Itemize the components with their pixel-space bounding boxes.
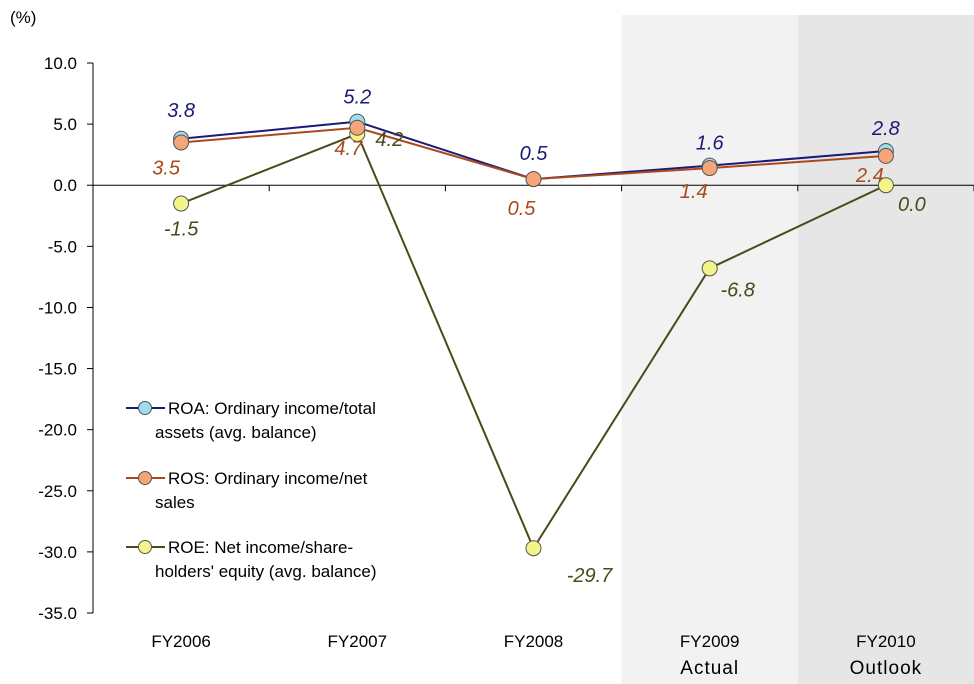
y-tick-label: -30.0	[38, 543, 77, 562]
y-tick-label: 10.0	[44, 54, 77, 73]
x-tick-label: FY2009	[680, 632, 740, 651]
legend-entry-text: assets (avg. balance)	[155, 423, 317, 442]
y-axis-unit-label: (%)	[10, 8, 36, 27]
series-2-point	[525, 540, 542, 557]
y-tick-label: -20.0	[38, 421, 77, 440]
y-tick-label: -5.0	[48, 237, 77, 256]
legend-marker-2	[138, 540, 152, 554]
series-1-point	[525, 171, 542, 188]
data-label-series-0: 0.5	[520, 143, 549, 165]
series-1-point	[877, 147, 894, 164]
data-label-series-0: 2.8	[871, 118, 900, 140]
y-tick-label: -10.0	[38, 298, 77, 317]
data-label-series-2: 4.2	[375, 129, 403, 151]
legend-entry-text: ROA: Ordinary income/total	[168, 399, 376, 418]
legend-entry-text: holders' equity (avg. balance)	[155, 562, 377, 581]
shaded-bands	[621, 15, 974, 684]
y-tick-label: 5.0	[53, 115, 77, 134]
legend-marker-0	[138, 401, 152, 415]
series-1-point	[701, 160, 718, 177]
shaded-band-fy2010	[797, 15, 974, 684]
series-2-point	[173, 195, 190, 212]
data-label-series-0: 5.2	[343, 87, 371, 109]
data-label-series-2: -6.8	[720, 279, 754, 301]
data-label-series-1: 0.5	[508, 198, 537, 220]
x-tick-label: FY2008	[504, 632, 564, 651]
data-label-series-1: 3.5	[152, 157, 181, 179]
data-label-series-1: 4.7	[334, 138, 363, 160]
data-label-series-0: 3.8	[167, 100, 195, 122]
x-tick-label: FY2006	[151, 632, 211, 651]
data-label-series-0: 1.6	[696, 133, 725, 155]
y-tick-label: -35.0	[38, 604, 77, 623]
y-tick-label: -25.0	[38, 482, 77, 501]
data-label-series-1: 1.4	[680, 181, 708, 203]
legend-entry-text: ROS: Ordinary income/net	[168, 469, 368, 488]
data-labels: 3.8 5.2 0.5 1.6 2.8 3.5 4.7 0.5 1.4 2.4 -1.5 4.2 -29…	[152, 87, 926, 588]
legend-entry-text: ROE: Net income/share-	[168, 538, 353, 557]
series-markers	[173, 113, 894, 557]
x-tick-sublabel: Outlook	[850, 658, 922, 679]
data-label-series-1: 2.4	[855, 165, 884, 187]
legend: ROA: Ordinary income/total assets (avg. b…	[126, 399, 377, 581]
series-1-point	[349, 119, 366, 136]
data-label-series-2: -1.5	[164, 219, 199, 241]
data-label-series-2: 0.0	[898, 194, 926, 216]
x-tick-sublabel: Actual	[680, 658, 739, 679]
x-tick-label: FY2007	[328, 632, 388, 651]
series-2-point	[877, 177, 894, 194]
shaded-band-fy2009	[621, 15, 798, 684]
axes: 10.0 5.0 0.0 -5.0 -10.0 -15.0 -20.0 -25.0 -30.0 -…	[10, 8, 974, 679]
legend-entry-text: sales	[155, 493, 195, 512]
data-label-series-2: -29.7	[567, 565, 613, 587]
legend-marker-1	[138, 471, 152, 485]
series-2-point	[701, 260, 718, 277]
y-tick-label: 0.0	[53, 176, 77, 195]
y-tick-label: -15.0	[38, 360, 77, 379]
x-tick-label: FY2010	[856, 632, 916, 651]
series-1-point	[173, 134, 190, 151]
